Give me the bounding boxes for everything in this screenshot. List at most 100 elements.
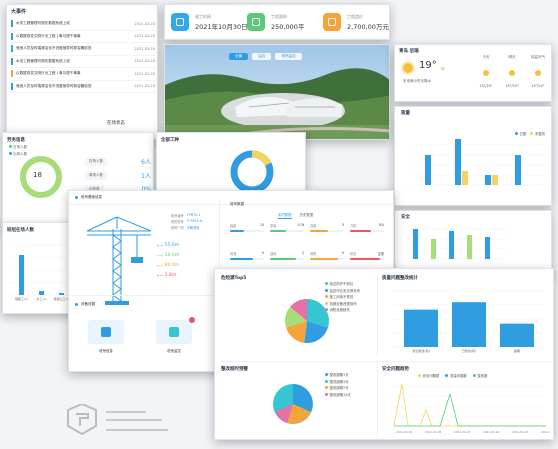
crane-title-dot [75, 196, 78, 199]
labor-row: 在场人数 6人 [85, 155, 151, 167]
stat-card: 工程面积 250,000平 [247, 11, 317, 35]
metric-value: 2 [301, 251, 304, 255]
metric-bar-fill [270, 258, 296, 260]
crane-info-label: 塔吊编号 [171, 214, 184, 218]
metric: 重量 0.3t [270, 223, 306, 247]
legend-entry: 已整 [515, 131, 526, 136]
legend-swatch [325, 379, 328, 383]
event-marker [11, 70, 13, 78]
crane-info-row: 塔吊型号 TC5610-6 [171, 219, 231, 225]
event-item[interactable]: 竞绝人员及时端清洁化不进度指导时新容器检查 2021.03.20 [11, 43, 155, 56]
monitor-tab[interactable]: 实时数据 [278, 213, 292, 219]
legend-swatch [445, 374, 449, 377]
metric-label: 回转 [270, 252, 277, 256]
weather-icon [535, 70, 541, 76]
trend-line [393, 383, 546, 427]
risk-bar [500, 323, 534, 347]
top5-slice [304, 321, 328, 343]
safety-bar [413, 229, 418, 259]
crane-reading: ⟷ 55.0m [157, 241, 205, 250]
all-work-title: 全部工种 [161, 138, 179, 143]
worker-bar [59, 293, 64, 295]
legend-label: 整改超期15天 [329, 392, 351, 397]
trend-legend: 安全问题数 质量问题数 整改数 [418, 373, 488, 378]
quality-legend: 已整 未整改 [515, 131, 545, 136]
legend-entry: 未整改 [530, 131, 545, 136]
worker-count-title: 班组在场人数 [7, 228, 34, 233]
video-tab[interactable]: 监控 [252, 53, 272, 60]
crane-reading: ⟷ 10.0m [157, 251, 205, 260]
event-date: 2021.03.20 [134, 84, 155, 89]
crane-monitor-tabs: 实时数据 历史数据 [278, 212, 313, 219]
event-item[interactable]: 以数据改变文明行业工程 | 事与愿千事事 2021.03.20 [11, 68, 155, 81]
weather-desc: 未来两小时无降水 [403, 79, 431, 83]
video-tabs: 全景 监控 塔吊监控 [229, 53, 302, 60]
metric-label: 风速 [230, 252, 237, 256]
metric: 风速 0 [230, 251, 266, 275]
event-marker [11, 45, 13, 53]
trend-line [394, 392, 546, 427]
crane-readings: ⟷ 55.0m ⟷ 10.0m ⟷ 80.0m ⟷ 2.8m [157, 241, 205, 281]
device-icon [156, 317, 195, 344]
quality-bar [455, 139, 461, 185]
legend-entry: 临边防护不到位 [325, 281, 360, 286]
risk-bar-label: 超期 [514, 348, 520, 353]
tower-crane-icon [86, 216, 152, 305]
metric-bar [270, 230, 304, 232]
device-item[interactable]: 塔吊监控 [151, 317, 197, 353]
crane-reading: ⟷ 2.8m [157, 271, 205, 280]
legend-entry: 高处作业安全带未系 [325, 288, 360, 293]
legend-entry: 施工用电不规范 [325, 294, 360, 299]
quality-panel: 质量 已整 未整改 [394, 106, 552, 206]
event-text: 以数据改变文明行业工程 | 事与愿千事事 [16, 33, 81, 38]
device-item[interactable]: 塔吊信息 [83, 320, 129, 353]
metric-bar-fill [270, 230, 286, 232]
stat-card: 竣工时间 2021年10月30日 [171, 11, 248, 35]
event-item[interactable]: 水务工程管理可视化数据系统上线 2021.03.20 [11, 18, 155, 31]
labor-legend: 在场人数 出场人数 [9, 145, 27, 157]
legend-swatch [325, 308, 328, 311]
labor-rows: 在场人数 6人 离场人数 1人 出勤率 0% [85, 155, 151, 197]
event-item[interactable]: 以数据改变文明行业工程 | 事与愿千事事 2021.03.20 [11, 31, 155, 43]
labor-row-label: 出勤率 [85, 184, 104, 194]
worker-category-label: 钢筋工/人 [15, 296, 28, 301]
safety-bar [485, 237, 490, 259]
event-date: 2021.03.20 [134, 46, 155, 51]
crane-info-value: 中联重科 [186, 226, 200, 230]
legend-label: 高处作业安全带未系 [329, 288, 361, 293]
labor-row: 离场人数 1人 [85, 169, 151, 181]
event-item[interactable]: 竞绝人员及时端清洁化不进度指导时新容器检查 2021.03.20 [11, 81, 155, 93]
device-title: 设备设置 [81, 302, 95, 306]
reading-value: 10.0m [164, 253, 180, 258]
metric-value: 3 [341, 223, 344, 227]
video-tab[interactable]: 塔吊监控 [275, 53, 302, 60]
worker-category-label: 混凝土工/人 [53, 296, 69, 301]
video-tab[interactable]: 全景 [229, 53, 249, 60]
monitor-tab[interactable]: 历史数据 [299, 213, 314, 217]
forecast-day: 今天 15°/20° [473, 55, 499, 88]
worker-count-chart: 钢筋工/人 木工/人 混凝土工/人 [11, 244, 73, 301]
metric-bar [270, 258, 304, 260]
metric: 状态 正常 [350, 251, 386, 275]
events-title: 大事件 [11, 9, 27, 15]
legend-swatch [325, 386, 328, 389]
area-icon [247, 13, 265, 31]
top5-slice [307, 299, 329, 328]
legend-swatch [325, 392, 328, 396]
weather-icon [509, 70, 515, 76]
stat-label: 工程造价 [347, 14, 363, 19]
event-marker [11, 20, 13, 28]
risk-bar-label: 责任整改(项) [412, 348, 429, 353]
money-icon [323, 13, 341, 31]
risk-pie-section: 整改超时预警 整改超期1天 整改超期3天 整改超期7天 整改超期15天 [219, 361, 377, 437]
legend-label: 安全问题数 [422, 374, 440, 378]
metric-bar [310, 230, 344, 232]
trend-x-label: 2021-04-29 [512, 430, 528, 434]
metric-label: 高度 [310, 224, 317, 228]
crane-info-row: 塔吊厂商 中联重科 [171, 225, 231, 231]
event-item[interactable]: 水务工程管理可视化数据系统上线 2021.03.20 [11, 56, 155, 68]
legend-label: 消防设施缺失 [329, 308, 350, 312]
metric-value: 0.3t [297, 223, 304, 227]
risk-pie-title: 整改超时预警 [221, 367, 248, 372]
metric-label: 幅度 [230, 224, 237, 228]
